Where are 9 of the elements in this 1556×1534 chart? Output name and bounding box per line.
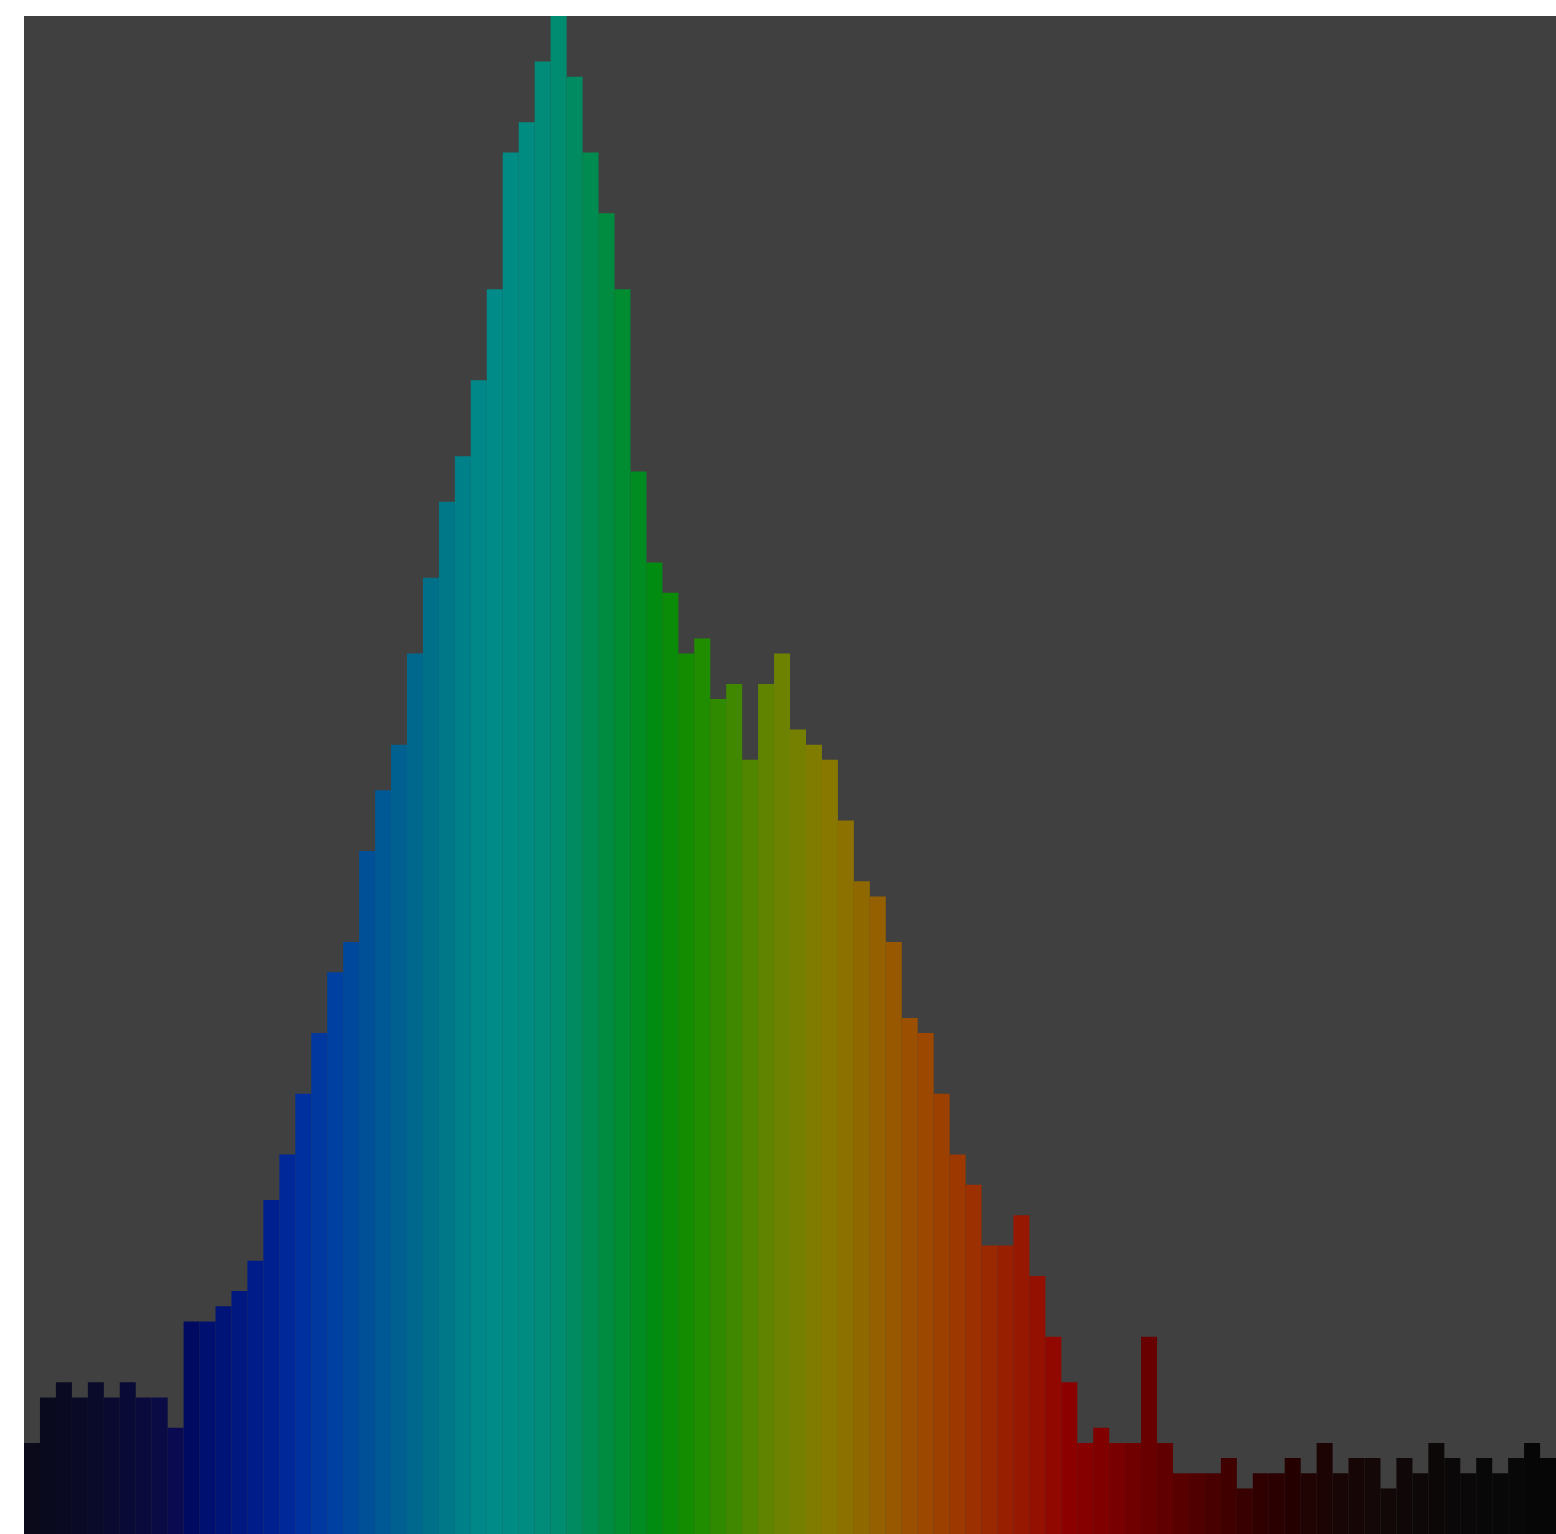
bar xyxy=(726,683,743,1534)
bar xyxy=(582,152,599,1534)
bar xyxy=(710,699,727,1534)
bar xyxy=(614,289,631,1534)
bar xyxy=(630,471,647,1534)
bar xyxy=(598,213,615,1534)
bar xyxy=(566,76,583,1534)
bar xyxy=(742,759,759,1534)
bar xyxy=(183,1321,200,1534)
